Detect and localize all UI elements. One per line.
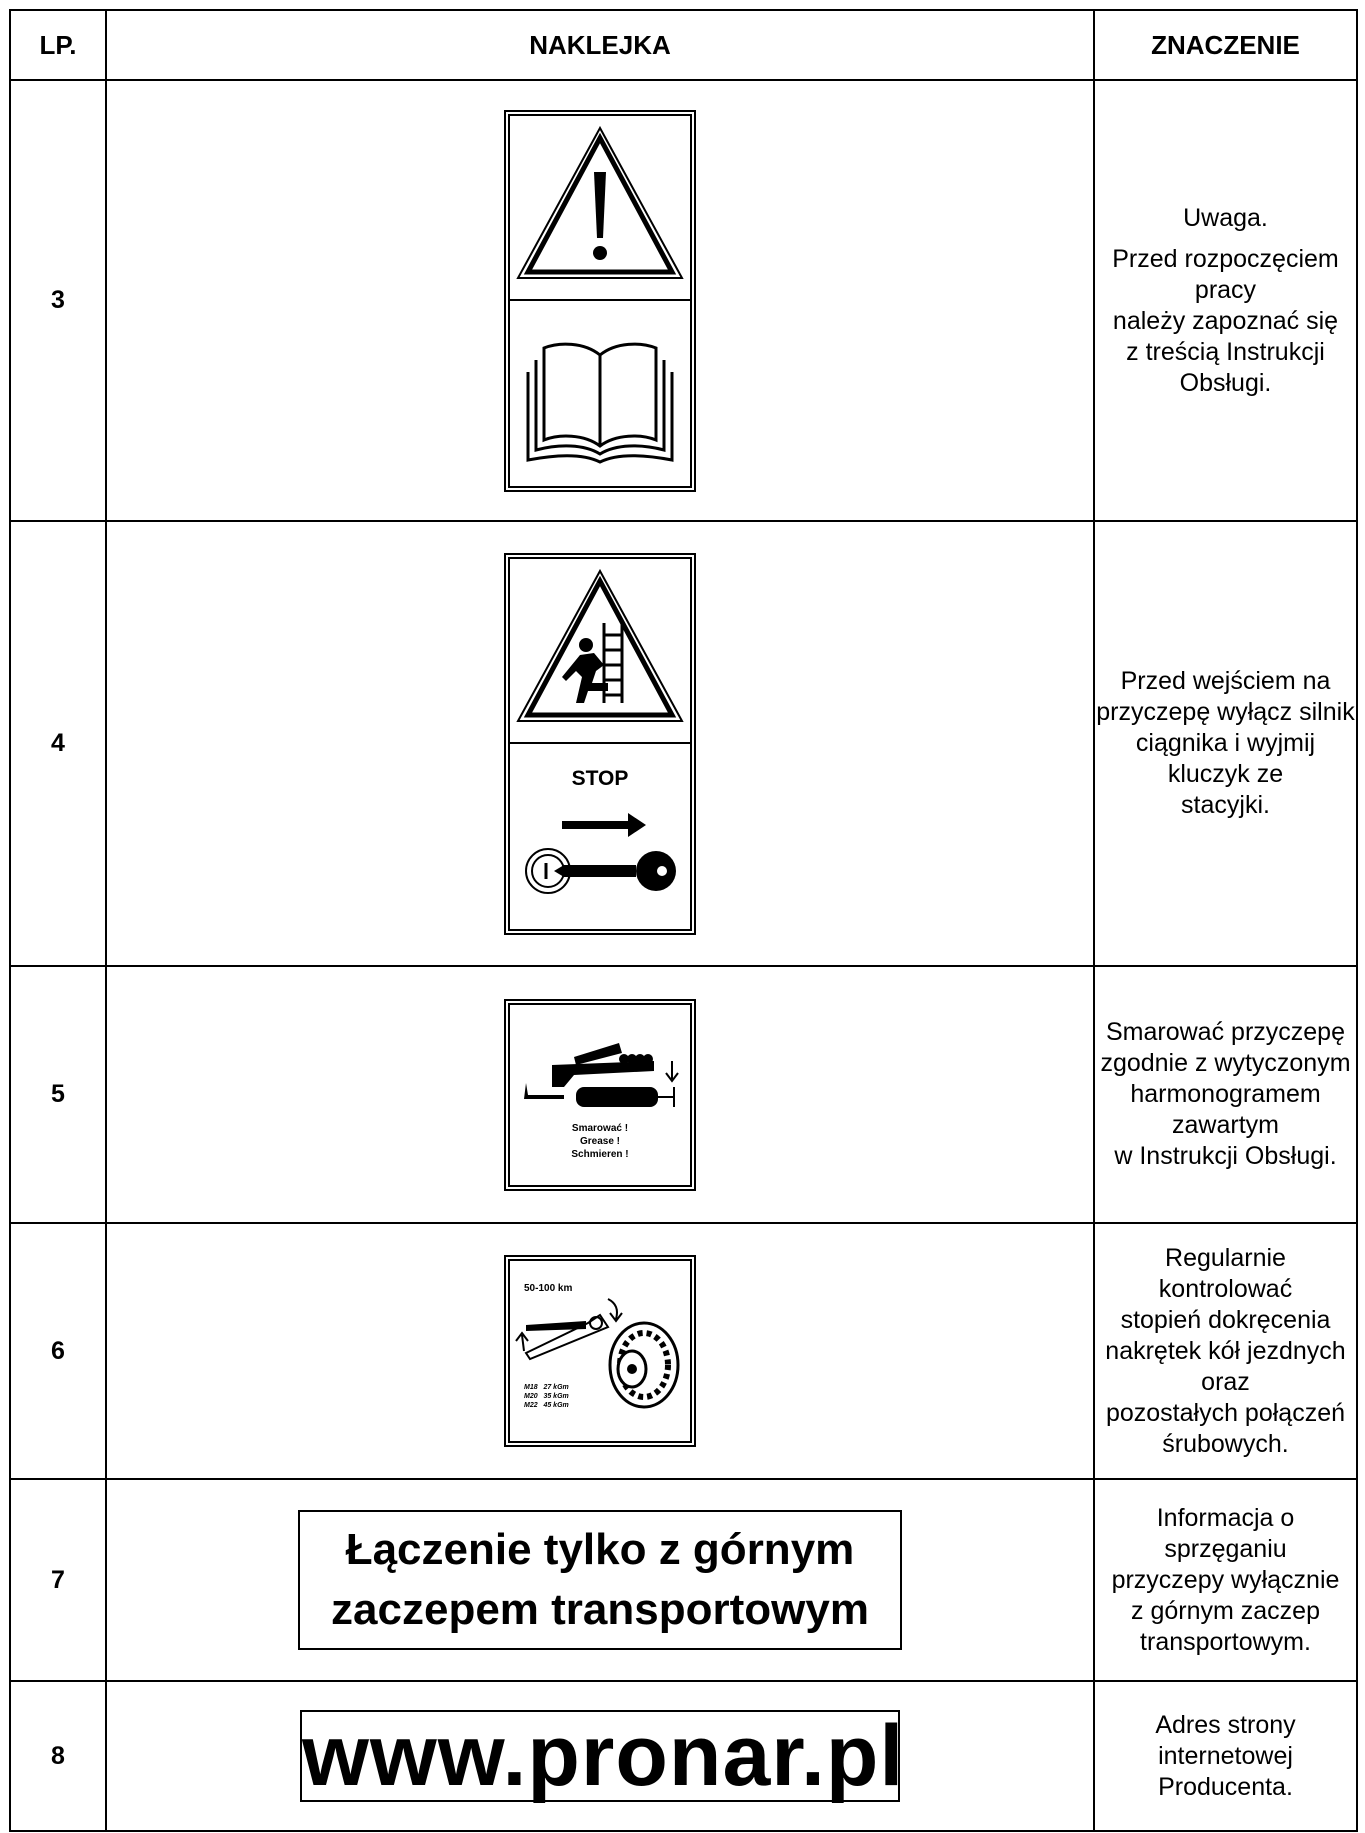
row: 5 Smarować ! Grease ! Schmieren ! [9,965,1358,1224]
meaning-line: Regularnie kontrolować [1158,1243,1293,1303]
meaning-line: przyczepę wyłącz silnik [1096,698,1355,726]
sticker-warning-manual [504,109,696,492]
meaning: Smarować przyczepę zgodnie z wytyczonym ha… [1093,965,1358,1224]
stickers-table: LP. NAKLEJKA ZNACZENIE 3 [9,9,1358,1832]
sticker-label: Łączenie tylko z górnym zaczepem transpo… [298,1510,902,1650]
sticker-text: 50-100 km [524,1283,572,1294]
meaning-paragraph: Informacja o sprzęganiu przyczepy wyłączn… [1095,1503,1356,1658]
meaning: Regularnie kontrolować stopień dokręcenia… [1093,1222,1358,1480]
meaning-line: nakrętek kół jezdnych oraz [1105,1336,1346,1396]
meaning-line: transportowym. [1140,1627,1311,1656]
meaning-line: przyczepy wyłącznie [1111,1565,1340,1594]
meaning-line: ciągnika i wyjmij kluczyk ze [1135,729,1316,788]
meaning-line: stacyjki. [1181,791,1270,819]
sticker-wheel-nuts: 50-100 km M18 27 kGm M20 35 kGm M22 45 k… [504,1255,696,1447]
row: 7 Łączenie tylko z górnym zaczepem trans… [9,1478,1358,1682]
header-cell: NAKLEJKA [105,9,1095,81]
meaning-line: zgodnie z wytyczonym [1100,1049,1351,1077]
meaning-line: Przed rozpoczęciem pracy [1112,244,1339,304]
meaning-line: z górnym zaczep [1131,1596,1320,1625]
sticker-cell: Smarować ! Grease ! Schmieren ! [105,965,1095,1224]
sticker-text: Grease ! [580,1136,620,1147]
meaning-line: pozostałych połączeń [1105,1398,1346,1427]
sticker-cell [105,79,1095,522]
row: 8 www.pronar.pl Adres strony internetowe… [9,1680,1358,1832]
row: 3 Uwaga. Prz [9,79,1358,522]
meaning: Uwaga. Przed rozpoczęciem pracy należy zap… [1093,79,1358,522]
row: 6 50-100 km M18 27 kGm M20 35 [9,1222,1358,1480]
meaning-line: należy zapoznać się [1112,306,1339,335]
meaning-line: w Instrukcji Obsługi. [1114,1142,1337,1170]
meaning-paragraph: Przed rozpoczęciem pracy należy zapoznać … [1095,244,1356,399]
sticker-stop-key: STOP [504,552,696,935]
sticker-text: Schmieren ! [571,1149,628,1160]
lp: 3 [9,79,107,522]
sticker-label: www.pronar.pl [300,1708,905,1804]
header-cell: ZNACZENIE [1093,9,1358,81]
meaning: Adres strony internetowej Producenta. [1093,1680,1358,1832]
meaning-line: z treścią Instrukcji Obsługi. [1126,337,1325,397]
lp: 5 [9,965,107,1224]
meaning-paragraph: Regularnie kontrolować stopień dokręcenia… [1095,1243,1356,1460]
meaning: Informacja o sprzęganiu przyczepy wyłączn… [1093,1478,1358,1682]
sticker-text: M22 45 kGm [524,1402,569,1409]
sticker-text: Smarować ! [572,1123,628,1134]
meaning-line: stopień dokręcenia [1120,1305,1331,1334]
sticker-cell: Łączenie tylko z górnym zaczepem transpo… [105,1478,1095,1682]
sticker-text: M18 27 kGm [524,1384,569,1391]
sticker-cell: 50-100 km M18 27 kGm M20 35 kGm M22 45 k… [105,1222,1095,1480]
sticker-text: zaczepem transportowym [331,1585,869,1634]
meaning-paragraph: Adres strony internetowej Producenta. [1095,1710,1356,1803]
lp: 8 [9,1680,107,1832]
row: 4 STOP [9,520,1358,967]
header-cell: LP. [9,9,107,81]
meaning-line: Producenta. [1158,1772,1293,1801]
meaning-paragraph: Uwaga. [1095,203,1356,234]
lp: 7 [9,1478,107,1682]
sticker-grease: Smarować ! Grease ! Schmieren ! [504,998,696,1191]
meaning-line: śrubowych. [1162,1429,1289,1458]
sticker-text: STOP [572,767,629,790]
meaning-paragraph: Przed wejściem na przyczepę wyłącz silnik… [1095,666,1356,821]
lp: 4 [9,520,107,967]
sticker-text: Łączenie tylko z górnym [345,1525,855,1574]
meaning-line: Smarować przyczepę [1106,1018,1345,1046]
sticker-text: M20 35 kGm [524,1393,569,1400]
meaning-line: Informacja o sprzęganiu [1156,1503,1295,1563]
meaning-line: harmonogramem zawartym [1130,1080,1321,1139]
lp: 6 [9,1222,107,1480]
sticker-cell: STOP [105,520,1095,967]
sticker-cell: www.pronar.pl [105,1680,1095,1832]
meaning-paragraph: Smarować przyczepę zgodnie z wytyczonym ha… [1095,1017,1356,1172]
meaning-line: Uwaga. [1183,203,1268,232]
sticker-text: www.pronar.pl [302,1708,905,1804]
meaning-line: Adres strony internetowej [1155,1710,1296,1770]
meaning-line: Przed wejściem na [1120,667,1331,695]
header-row: LP. NAKLEJKA ZNACZENIE [9,9,1358,81]
meaning: Przed wejściem na przyczepę wyłącz silnik… [1093,520,1358,967]
